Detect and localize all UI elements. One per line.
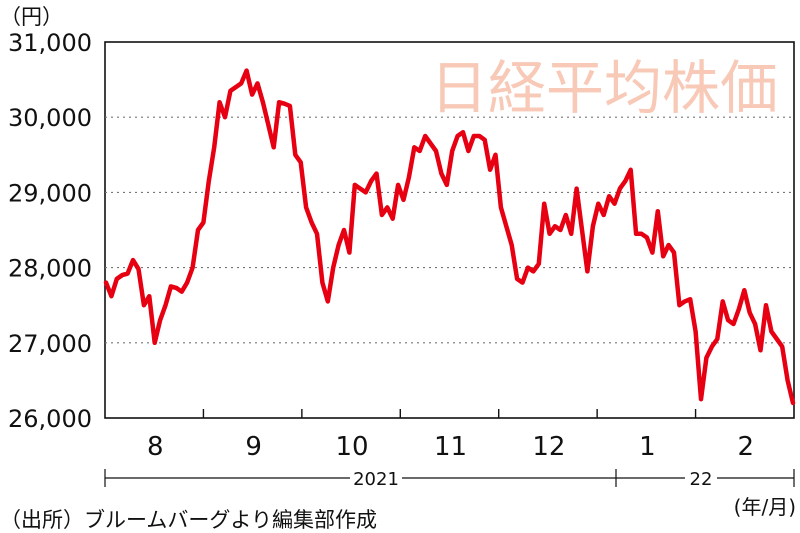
y-tick-label: 29,000 — [8, 179, 92, 207]
y-axis-unit: （円） — [0, 5, 63, 29]
year-label-2021: 2021 — [353, 469, 399, 490]
x-axis-month-ticks — [202, 409, 697, 418]
y-tick-label: 30,000 — [8, 104, 92, 132]
month-label: 11 — [434, 432, 467, 462]
chart-title: 日経平均株価 — [430, 54, 778, 122]
plot-frame — [104, 41, 795, 419]
month-label: 2 — [738, 432, 755, 462]
year-axis: 2021 22 — [104, 468, 795, 490]
month-label: 1 — [639, 432, 656, 462]
series-line — [103, 68, 796, 406]
y-tick-label: 28,000 — [8, 255, 92, 283]
y-tick-label: 31,000 — [8, 29, 92, 57]
year-label-22: 22 — [690, 469, 713, 490]
month-label: 9 — [245, 432, 262, 462]
month-label: 8 — [147, 432, 164, 462]
y-tick-label: 26,000 — [8, 405, 92, 433]
x-axis-unit: (年/月) — [734, 495, 796, 519]
month-label: 12 — [532, 432, 565, 462]
month-label: 10 — [336, 432, 369, 462]
y-tick-label: 27,000 — [8, 330, 92, 358]
y-axis-tick-labels: 26,000 27,000 28,000 29,000 30,000 31,000 — [8, 29, 92, 433]
source-note: （出所）ブルームバーグより編集部作成 — [0, 508, 377, 532]
x-axis-month-labels: 8 9 10 11 12 1 2 — [147, 432, 754, 462]
